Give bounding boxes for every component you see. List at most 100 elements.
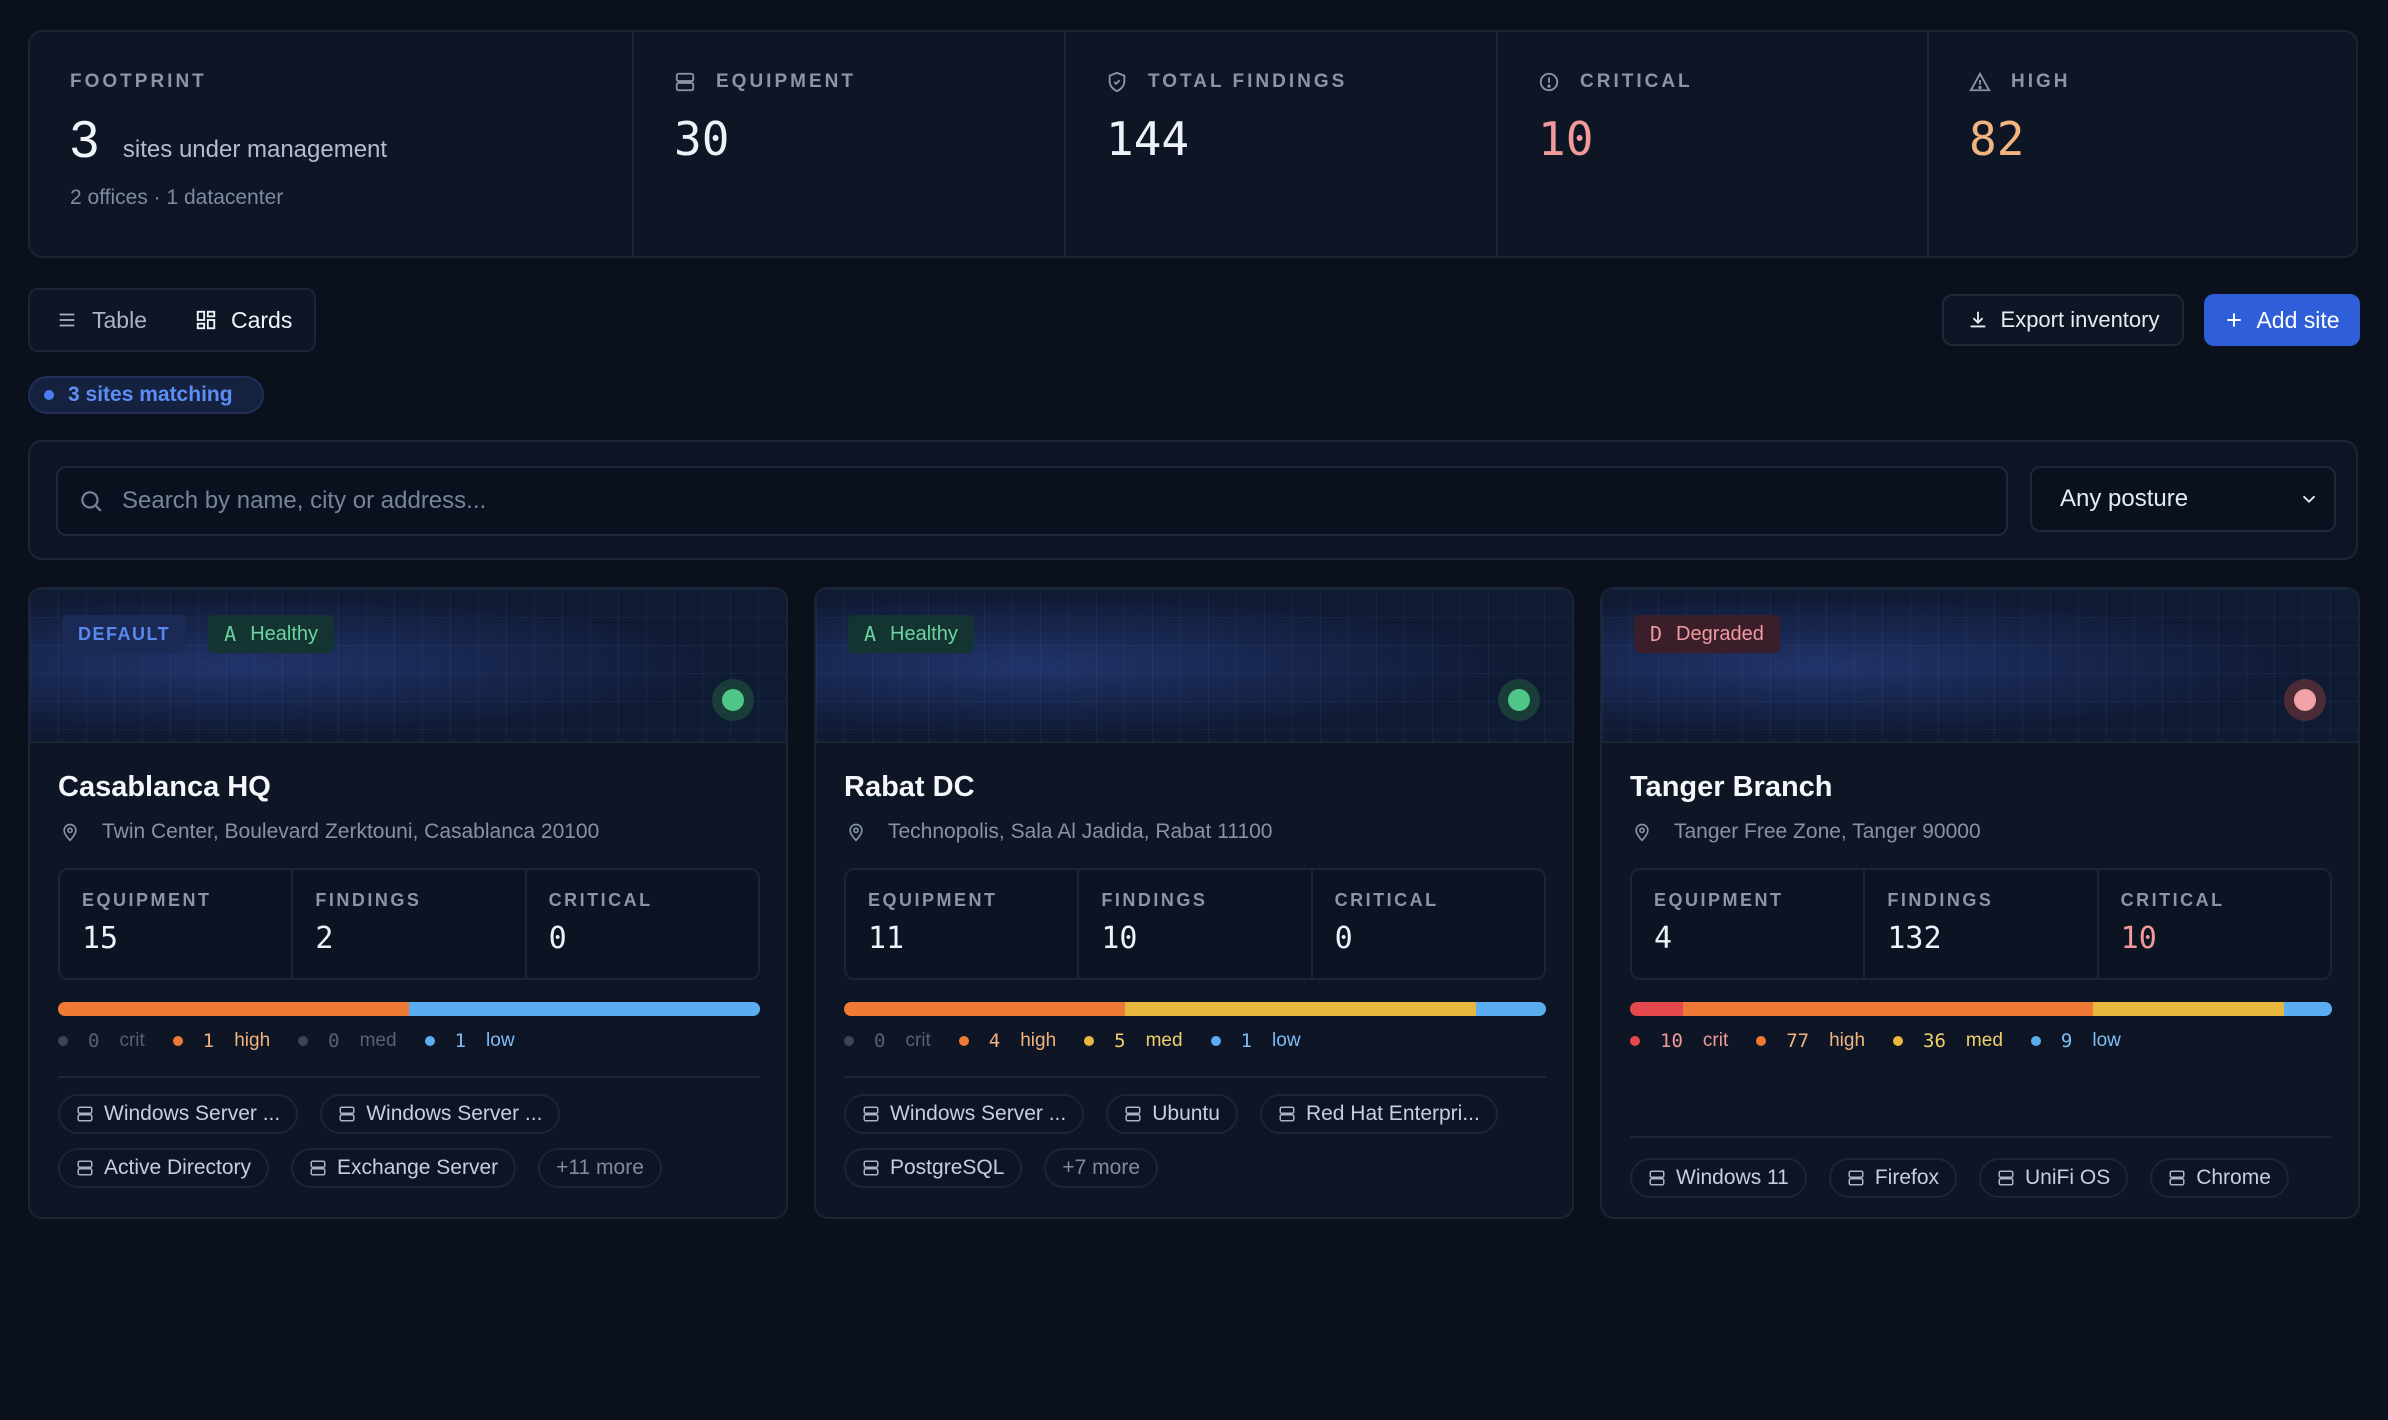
software-chip[interactable]: Active Directory: [58, 1148, 270, 1188]
match-count-text: 3 sites matching: [68, 383, 233, 406]
legend-crit-label: crit: [119, 1030, 145, 1051]
legend-crit-label: crit: [905, 1030, 931, 1051]
card-divider: [844, 1076, 1546, 1078]
software-chips: Windows Server ... Ubuntu Red Hat Enterpri…: [844, 1094, 1564, 1202]
software-chip[interactable]: Windows Server ...: [844, 1094, 1085, 1134]
site-card[interactable]: A Healthy Rabat DC Technopolis, Sala Al J…: [814, 587, 1574, 1219]
metric-findings-label: FINDINGS: [1101, 890, 1208, 910]
software-chip[interactable]: Chrome: [2150, 1158, 2289, 1198]
legend-med-label: med: [1145, 1030, 1183, 1051]
footprint-count: 3: [70, 111, 99, 169]
legend-med-dot: [1893, 1036, 1904, 1046]
server-icon: [310, 1160, 326, 1176]
server-icon: [863, 1160, 879, 1176]
server-icon: [77, 1160, 93, 1176]
posture-select[interactable]: Any posture: [2030, 466, 2336, 532]
software-chip[interactable]: Exchange Server: [291, 1148, 517, 1188]
match-count-badge: 3 sites matching: [28, 376, 264, 414]
stat-high-value: 82: [1969, 112, 2025, 166]
view-cards-button[interactable]: Cards: [195, 307, 292, 334]
legend-crit-count: 0: [88, 1030, 100, 1052]
legend-low-count: 1: [454, 1030, 467, 1052]
server-icon: [339, 1106, 355, 1122]
legend-low-dot: [1210, 1036, 1221, 1046]
server-icon: [1848, 1170, 1864, 1186]
severity-segment-crit: [1630, 1002, 1684, 1016]
view-cards-label: Cards: [230, 306, 293, 333]
filter-panel: Any posture: [28, 440, 2358, 560]
legend-high-label: high: [234, 1030, 271, 1051]
software-chip[interactable]: Firefox: [1828, 1158, 1958, 1198]
site-card[interactable]: D Degraded Tanger Branch Tanger Free Zone…: [1600, 587, 2360, 1219]
software-chip[interactable]: Red Hat Enterpri...: [1259, 1094, 1498, 1134]
posture-grade: A: [224, 622, 237, 646]
footprint-text: sites under management: [122, 136, 388, 163]
severity-bar: [844, 1002, 1546, 1016]
search-box: [56, 466, 2008, 536]
stat-critical-label: CRITICAL: [1580, 71, 1693, 92]
footprint-sub: 2 offices · 1 datacenter: [70, 186, 284, 209]
legend-med-count: 36: [1923, 1030, 1946, 1052]
software-chip-label: Active Directory: [104, 1156, 252, 1179]
site-address-text: Technopolis, Sala Al Jadida, Rabat 11100: [888, 820, 1273, 843]
software-chip[interactable]: Windows Server ...: [58, 1094, 299, 1134]
metric-equipment-label: EQUIPMENT: [1654, 890, 1784, 910]
server-icon: [1998, 1170, 2014, 1186]
software-chip[interactable]: Windows Server ...: [320, 1094, 561, 1134]
add-site-button[interactable]: Add site: [2204, 294, 2360, 346]
software-chip[interactable]: UniFi OS: [1979, 1158, 2129, 1198]
view-table-button[interactable]: Table: [56, 307, 147, 334]
legend-crit-dot: [1630, 1036, 1640, 1046]
severity-segment-low: [2284, 1002, 2332, 1016]
legend-crit-count: 0: [874, 1030, 886, 1052]
alert-circle-icon: [1539, 72, 1559, 92]
severity-segment-med: [1124, 1002, 1476, 1016]
posture-badge: A Healthy: [848, 615, 974, 653]
card-divider: [58, 1076, 760, 1078]
legend-crit-count: 10: [1660, 1030, 1683, 1052]
software-chip[interactable]: Ubuntu: [1106, 1094, 1238, 1134]
stat-total-findings-label: TOTAL FINDINGS: [1148, 71, 1348, 92]
legend-high-count: 77: [1786, 1030, 1810, 1052]
metric-critical-value: 10: [2120, 921, 2157, 956]
server-icon: [863, 1106, 879, 1122]
metric-findings-value: 10: [1101, 921, 1138, 956]
posture-badge: A Healthy: [208, 615, 335, 653]
more-software-chip[interactable]: +7 more: [1044, 1148, 1159, 1188]
metric-equipment-value: 15: [82, 921, 119, 956]
site-card-header: A Healthy: [816, 589, 1572, 743]
grid-icon: [196, 310, 216, 330]
software-chip-label: UniFi OS: [2025, 1166, 2111, 1189]
site-card[interactable]: DEFAULT A Healthy Casablanca HQ Twin Cente…: [28, 587, 788, 1219]
site-name: Casablanca HQ: [58, 771, 271, 803]
stat-equipment-value: 30: [674, 112, 730, 166]
software-chip-label: Ubuntu: [1152, 1102, 1220, 1125]
site-card-header: D Degraded: [1602, 589, 2358, 743]
search-input[interactable]: [120, 486, 2006, 516]
severity-bar: [1630, 1002, 2332, 1016]
legend-high-dot: [1756, 1036, 1767, 1046]
severity-segment-high: [58, 1002, 409, 1016]
more-software-chip[interactable]: +11 more: [538, 1148, 662, 1188]
legend-low-label: low: [486, 1030, 515, 1051]
metric-critical-label: CRITICAL: [1334, 890, 1439, 910]
site-metrics: EQUIPMENT 4 FINDINGS 132 CRITICAL 10: [1630, 868, 2332, 980]
legend-crit-label: crit: [1702, 1030, 1729, 1051]
export-inventory-button[interactable]: Export inventory: [1942, 294, 2184, 346]
search-icon: [81, 491, 102, 512]
site-address: Twin Center, Boulevard Zerktouni, Casabl…: [58, 820, 758, 844]
server-icon: [1649, 1170, 1665, 1186]
software-chip[interactable]: Windows 11: [1630, 1158, 1807, 1198]
software-chip[interactable]: PostgreSQL: [844, 1148, 1023, 1188]
legend-crit-dot: [844, 1036, 854, 1046]
severity-legend: 0 crit 1 high 0 med 1 low: [58, 1030, 758, 1052]
site-address: Technopolis, Sala Al Jadida, Rabat 11100: [844, 820, 1544, 844]
site-metrics: EQUIPMENT 11 FINDINGS 10 CRITICAL 0: [844, 868, 1546, 980]
add-site-label: Add site: [2256, 306, 2340, 333]
list-icon: [59, 313, 75, 327]
legend-med-dot: [1084, 1036, 1095, 1046]
legend-high-label: high: [1829, 1030, 1866, 1051]
software-chip-label: PostgreSQL: [890, 1156, 1005, 1179]
stat-high: HIGH 82: [1929, 32, 2356, 256]
stat-critical: CRITICAL 10: [1498, 32, 1929, 256]
